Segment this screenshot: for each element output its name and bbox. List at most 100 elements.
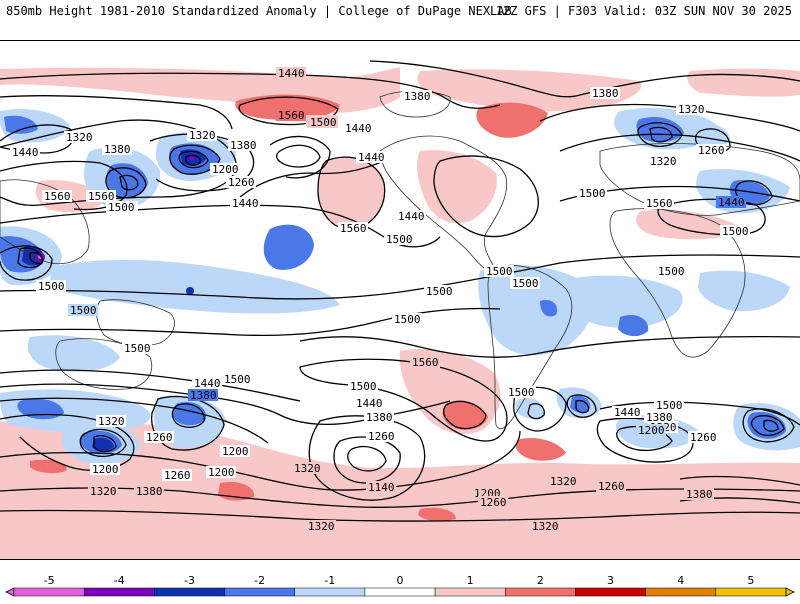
colorbar-tick-label: -3 xyxy=(184,574,195,587)
colorbar-segment xyxy=(83,587,155,597)
colorbar-segment xyxy=(434,587,506,597)
contour-label: 1440 xyxy=(194,377,221,390)
contour-label: 1200 xyxy=(638,424,665,437)
contour-label: 1260 xyxy=(164,469,191,482)
contour-label: 1500 xyxy=(70,304,97,317)
contour-label: 1560 xyxy=(646,197,673,210)
contour-label: 1500 xyxy=(386,233,413,246)
contour-label: 1320 xyxy=(66,131,93,144)
colorbar-tick-label: 0 xyxy=(397,574,404,587)
contour-label: 1380 xyxy=(366,411,393,424)
colorbar-tick-label: 3 xyxy=(607,574,614,587)
contour-label: 1260 xyxy=(698,144,725,157)
colorbar-tick-label: -4 xyxy=(114,574,125,587)
colorbar-tick-label: 5 xyxy=(747,574,754,587)
contour-label: 1440 xyxy=(614,406,641,419)
contour-label: 1260 xyxy=(480,496,507,509)
contour-label: 1500 xyxy=(658,265,685,278)
contour-label: 1380 xyxy=(404,90,431,103)
contour-label: 1320 xyxy=(90,485,117,498)
contour-label: 1500 xyxy=(394,313,421,326)
anomaly-map-canvas: 1440 1380 1560 1500 1440 1320 1380 1260 … xyxy=(0,60,800,559)
contour-label: 1200 xyxy=(212,163,239,176)
contour-label: 1500 xyxy=(38,280,65,293)
colorbar-segment xyxy=(575,587,646,597)
contour-label: 1500 xyxy=(426,285,453,298)
contour-label: 1500 xyxy=(350,380,377,393)
contour-label: 1500 xyxy=(108,201,135,214)
contour-label: 1320 xyxy=(98,415,125,428)
contour-label: 1320 xyxy=(308,520,335,533)
contour-label: 1440 xyxy=(232,197,259,210)
contour-label: 1260 xyxy=(146,431,173,444)
contour-label: 1260 xyxy=(598,480,625,493)
contour-label: 1320 xyxy=(550,475,577,488)
contour-label: 1320 xyxy=(294,462,321,475)
contour-label: 1200 xyxy=(92,463,119,476)
colorbar-tick-label: -5 xyxy=(44,574,55,587)
colorbar-left-arrow xyxy=(5,587,15,597)
contour-label: 1380 xyxy=(592,87,619,100)
contour-label: 1440 xyxy=(718,196,745,209)
colorbar-tick-label: 1 xyxy=(467,574,474,587)
colorbar-segment xyxy=(154,587,225,597)
contour-label: 1500 xyxy=(512,277,539,290)
contour-labels: 1440 1380 1560 1500 1440 1320 1380 1260 … xyxy=(10,67,750,533)
contour-label: 1500 xyxy=(310,116,337,129)
contour-label: 1560 xyxy=(340,222,367,235)
contour-label: 1140 xyxy=(368,481,395,494)
colorbar-segment xyxy=(294,587,366,597)
colorbar-ticks: -5 -4 -3 -2 -1 0 1 2 3 4 5 xyxy=(44,574,755,587)
positive-anomaly-shading xyxy=(0,67,800,559)
colorbar-tick-label: -1 xyxy=(324,574,335,587)
contour-label: 1560 xyxy=(44,190,71,203)
contour-label: 1500 xyxy=(124,342,151,355)
contour-label: 1380 xyxy=(136,485,163,498)
contour-label: 1440 xyxy=(345,122,372,135)
contour-label: 1260 xyxy=(228,176,255,189)
model-run-info: 12Z GFS | F303 Valid: 03Z SUN NOV 30 202… xyxy=(495,4,792,18)
contour-label: 1500 xyxy=(722,225,749,238)
map-title: 850mb Height 1981-2010 Standardized Anom… xyxy=(6,4,512,18)
colorbar-tick-label: 4 xyxy=(677,574,684,587)
contour-label: 1260 xyxy=(690,431,717,444)
contour-label: 1560 xyxy=(88,190,115,203)
contour-label: 1380 xyxy=(646,411,673,424)
contour-label: 1380 xyxy=(104,143,131,156)
colorbar-canvas: -5 -4 -3 -2 -1 0 1 2 3 4 5 xyxy=(5,574,795,597)
colorbar-segment xyxy=(645,587,717,597)
contour-label: 1440 xyxy=(356,397,383,410)
colorbar-segment xyxy=(13,587,85,597)
contour-label: 1500 xyxy=(579,187,606,200)
colorbar-tick-label: -2 xyxy=(254,574,265,587)
contour-label: 1320 xyxy=(650,155,677,168)
colorbar-segment xyxy=(715,587,787,597)
contour-label: 1380 xyxy=(686,488,713,501)
contour-label: 1500 xyxy=(508,386,535,399)
colorbar-tick-label: 2 xyxy=(537,574,544,587)
contour-label: 1440 xyxy=(12,146,39,159)
colorbar-segment xyxy=(364,587,436,597)
contour-label: 1320 xyxy=(189,129,216,142)
contour-label: 1200 xyxy=(208,466,235,479)
contour-label: 1320 xyxy=(532,520,559,533)
contour-label: 1260 xyxy=(368,430,395,443)
contour-label: 1560 xyxy=(278,109,305,122)
contour-label: 1440 xyxy=(398,210,425,223)
contour-label: 1440 xyxy=(358,151,385,164)
contour-label: 1500 xyxy=(656,399,683,412)
contour-label: 1560 xyxy=(412,356,439,369)
colorbar-segment xyxy=(224,587,295,597)
colorbar-segment xyxy=(505,587,576,597)
colorbar-segments xyxy=(13,587,787,597)
contour-label: 1440 xyxy=(278,67,305,80)
colorbar-right-arrow xyxy=(785,587,795,597)
anomaly-map: 1440 1380 1560 1500 1440 1320 1380 1260 … xyxy=(0,40,800,560)
contour-label: 1380 xyxy=(190,389,217,402)
contour-label: 1200 xyxy=(222,445,249,458)
contour-label: 1380 xyxy=(230,139,257,152)
contour-label: 1500 xyxy=(486,265,513,278)
contour-label: 1320 xyxy=(678,103,705,116)
anomaly-colorbar: -5 -4 -3 -2 -1 0 1 2 3 4 5 xyxy=(0,560,800,600)
contour-label: 1500 xyxy=(224,373,251,386)
